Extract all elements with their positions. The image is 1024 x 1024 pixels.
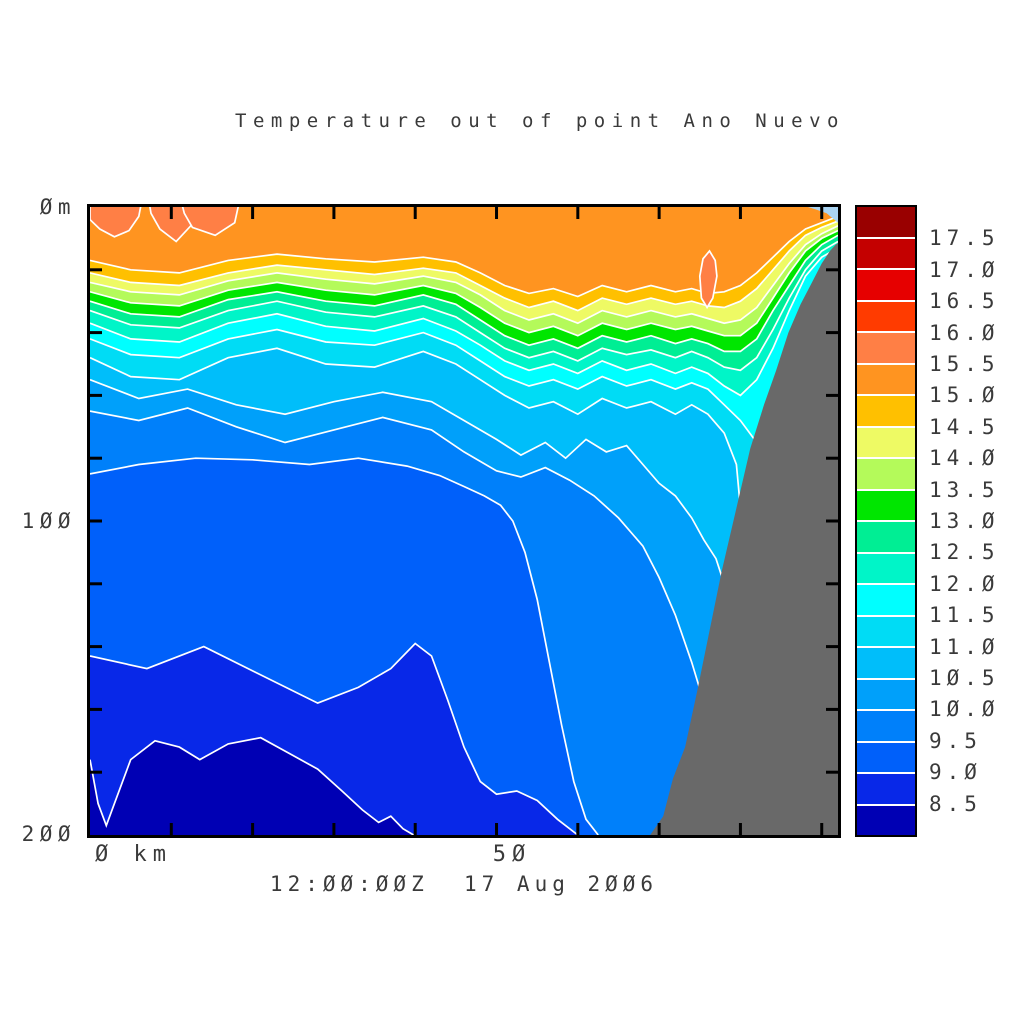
colorbar-label-9.Ø: 9.Ø bbox=[929, 760, 982, 785]
colorbar-band-15 bbox=[857, 679, 915, 711]
isotherm-9.5 bbox=[90, 457, 599, 835]
colorbar-label-11.Ø: 11.Ø bbox=[929, 634, 1000, 659]
depth-axis-label-100m: 1ØØ bbox=[21, 509, 76, 533]
colorbar-band-4 bbox=[857, 333, 915, 365]
warm-patch-0 bbox=[90, 207, 142, 238]
colorbar-band-12 bbox=[857, 585, 915, 617]
isotherm-14 bbox=[90, 225, 838, 325]
valid-time-label: 12:ØØ:ØØZ 17 Aug 2ØØ6 bbox=[269, 872, 659, 896]
colorbar-label-15.5: 15.5 bbox=[929, 352, 1000, 376]
isotherm-12.5 bbox=[90, 240, 838, 372]
depth-axis-label-200m: 2ØØ bbox=[21, 822, 76, 846]
isotherm-8.5 bbox=[90, 736, 415, 835]
colorbar: 17.5 17.Ø 16.5 16.Ø 15.5 15.Ø 14.5 14.Ø 13.5 13.Ø… bbox=[855, 205, 1024, 837]
colorbar-label-12.Ø: 12.Ø bbox=[929, 571, 1000, 596]
land-bathymetry bbox=[650, 243, 838, 835]
warm-patch-1 bbox=[149, 207, 195, 243]
colorbar-label-14.5: 14.5 bbox=[929, 414, 1000, 439]
colorbar-band-7 bbox=[857, 427, 915, 459]
colorbar-band-6 bbox=[857, 396, 915, 428]
colorbar-band-16 bbox=[857, 711, 915, 743]
isotherm-13.5 bbox=[90, 229, 838, 337]
warm-patch-2 bbox=[181, 207, 239, 237]
colorbar-label-17.5: 17.5 bbox=[929, 226, 1000, 251]
colorbar-band-3 bbox=[857, 301, 915, 333]
depth-axis-label-0m: Øm bbox=[39, 195, 76, 219]
colorbar-band-13 bbox=[857, 616, 915, 648]
colorbar-label-16.5: 16.5 bbox=[929, 289, 1000, 314]
isotherm-11.5 bbox=[90, 328, 778, 835]
colorbar-band-9 bbox=[857, 490, 915, 522]
corner-patch bbox=[807, 207, 838, 223]
warm-patch-3 bbox=[698, 249, 718, 310]
isotherm-13 bbox=[90, 234, 838, 353]
distance-axis-label-0km: Ø km bbox=[95, 842, 172, 867]
colorbar-label-16.Ø: 16.Ø bbox=[929, 320, 1000, 345]
colorbar-band-5 bbox=[857, 364, 915, 396]
isotherm-11 bbox=[90, 347, 752, 835]
colorbar-band-11 bbox=[857, 553, 915, 585]
colorbar-label-14.Ø: 14.Ø bbox=[929, 446, 1000, 471]
colorbar-band-19 bbox=[857, 805, 915, 835]
colorbar-label-1Ø.Ø: 1Ø.Ø bbox=[929, 697, 1000, 722]
colorbar-band-10 bbox=[857, 522, 915, 554]
colorbar-label-17.Ø: 17.Ø bbox=[929, 257, 1000, 282]
temperature-section-plot bbox=[90, 207, 838, 835]
colorbar-band-18 bbox=[857, 774, 915, 806]
colorbar-label-9.5: 9.5 bbox=[929, 728, 982, 753]
contour-plot-frame bbox=[87, 204, 841, 838]
isotherm-12 bbox=[90, 247, 838, 397]
isotherm-14.5 bbox=[90, 220, 838, 312]
isotherm-9 bbox=[90, 642, 579, 835]
colorbar-label-15.Ø: 15.Ø bbox=[929, 383, 1000, 408]
isotherm-10.5 bbox=[90, 378, 752, 835]
colorbar-label-11.5: 11.5 bbox=[929, 603, 1000, 628]
isotherm-15 bbox=[90, 215, 838, 298]
colorbar-label-13.5: 13.5 bbox=[929, 477, 1000, 502]
colorbar-label-12.5: 12.5 bbox=[929, 540, 1000, 565]
colorbar-band-2 bbox=[857, 270, 915, 302]
colorbar-label-13.Ø: 13.Ø bbox=[929, 509, 1000, 533]
colorbar-band-1 bbox=[857, 238, 915, 270]
colorbar-label-1Ø.5: 1Ø.5 bbox=[929, 666, 1000, 690]
colorbar-band-14 bbox=[857, 648, 915, 680]
colorbar-band-8 bbox=[857, 459, 915, 491]
band-above-15 bbox=[90, 207, 838, 297]
colorbar-label-8.5: 8.5 bbox=[929, 791, 982, 816]
colorbar-bands bbox=[855, 205, 917, 837]
isotherm-10 bbox=[90, 407, 750, 835]
page-title: Temperature out of point Ano Nuevo bbox=[235, 110, 845, 132]
colorbar-band-17 bbox=[857, 742, 915, 774]
colorbar-band-0 bbox=[857, 207, 915, 239]
distance-axis-label-50km: 5Ø bbox=[492, 842, 532, 867]
